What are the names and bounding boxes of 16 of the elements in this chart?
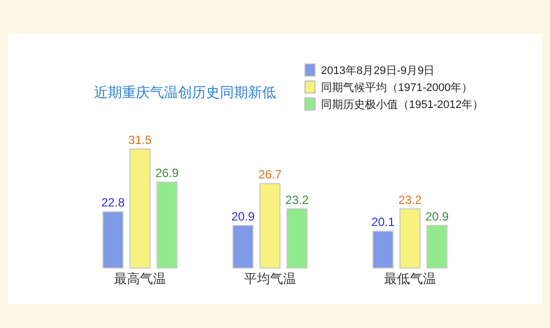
data-label: 26.9	[155, 166, 179, 180]
x-tick-label: 最低气温	[384, 271, 436, 286]
data-label: 20.1	[371, 215, 395, 230]
data-label: 20.9	[231, 209, 255, 224]
data-label: 23.2	[285, 192, 309, 207]
x-tick-label: 最高气温	[114, 271, 166, 286]
legend-label: 2013年8月29日-9月9日	[321, 65, 435, 77]
legend-label: 同期气候平均（1971-2000年）	[321, 82, 473, 94]
data-label: 22.8	[101, 196, 125, 210]
legend-label: 同期历史极小值（1951-2012年）	[321, 98, 484, 111]
data-label: 26.7	[258, 168, 282, 182]
data-label: 31.5	[128, 133, 152, 147]
chart-title: 近期重庆气温创历史同期新低	[94, 84, 276, 100]
data-label: 20.9	[425, 209, 449, 224]
x-tick-label: 平均气温	[244, 271, 296, 286]
data-label: 23.2	[398, 192, 422, 207]
